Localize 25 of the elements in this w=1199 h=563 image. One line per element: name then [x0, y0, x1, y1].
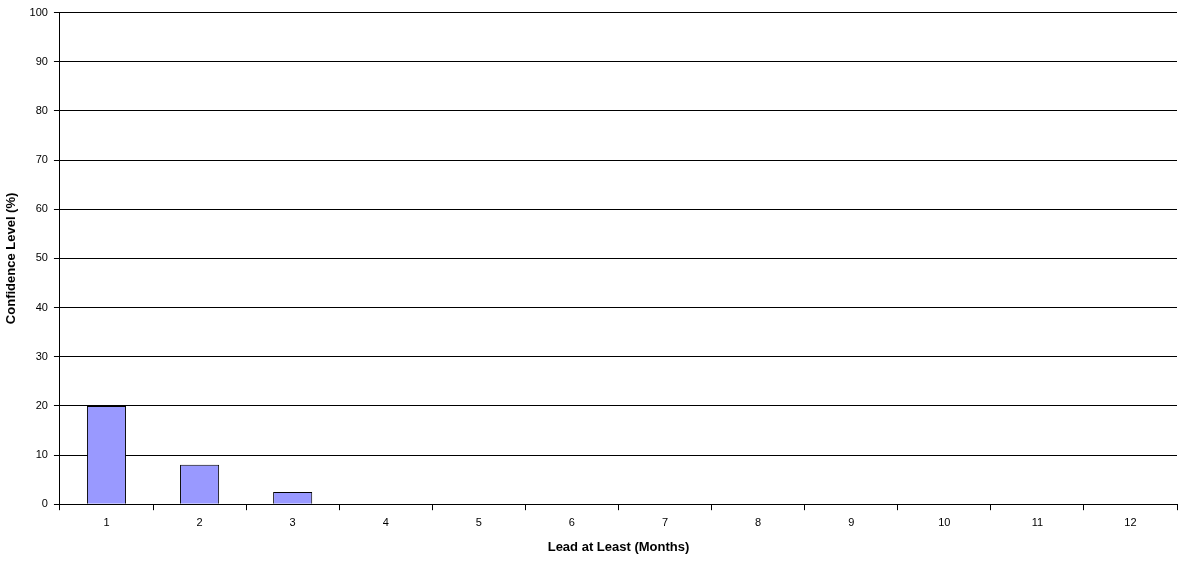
- x-tick-label: 12: [1124, 515, 1137, 528]
- x-tick-label: 3: [289, 515, 296, 528]
- y-tick-label: 80: [35, 103, 48, 116]
- x-tick-label: 11: [1031, 515, 1044, 528]
- y-tick-label: 0: [41, 497, 48, 510]
- x-tick-label: 9: [848, 515, 855, 528]
- y-axis-title: Confidence Level (%): [3, 192, 19, 325]
- y-tick-label: 100: [29, 5, 48, 18]
- x-tick-label: 8: [755, 515, 762, 528]
- x-axis-title: Lead at Least (Months): [547, 538, 690, 554]
- x-tick-label: 4: [382, 515, 389, 528]
- y-tick-label: 10: [35, 448, 48, 461]
- y-tick-label: 40: [35, 300, 48, 313]
- y-tick-label: 20: [35, 398, 48, 411]
- x-tick-label: 2: [196, 515, 203, 528]
- y-tick-label: 30: [35, 349, 48, 362]
- y-tick-label: 60: [35, 202, 48, 215]
- y-tick-label: 70: [35, 153, 48, 166]
- x-tick-label: 7: [661, 515, 669, 528]
- x-tick-label: 1: [103, 515, 110, 528]
- x-tick-label: 5: [475, 515, 482, 528]
- y-tick-label: 50: [35, 251, 48, 264]
- y-tick-label: 90: [35, 54, 48, 67]
- x-tick-label: 6: [568, 515, 575, 528]
- x-tick-label: 10: [938, 515, 951, 528]
